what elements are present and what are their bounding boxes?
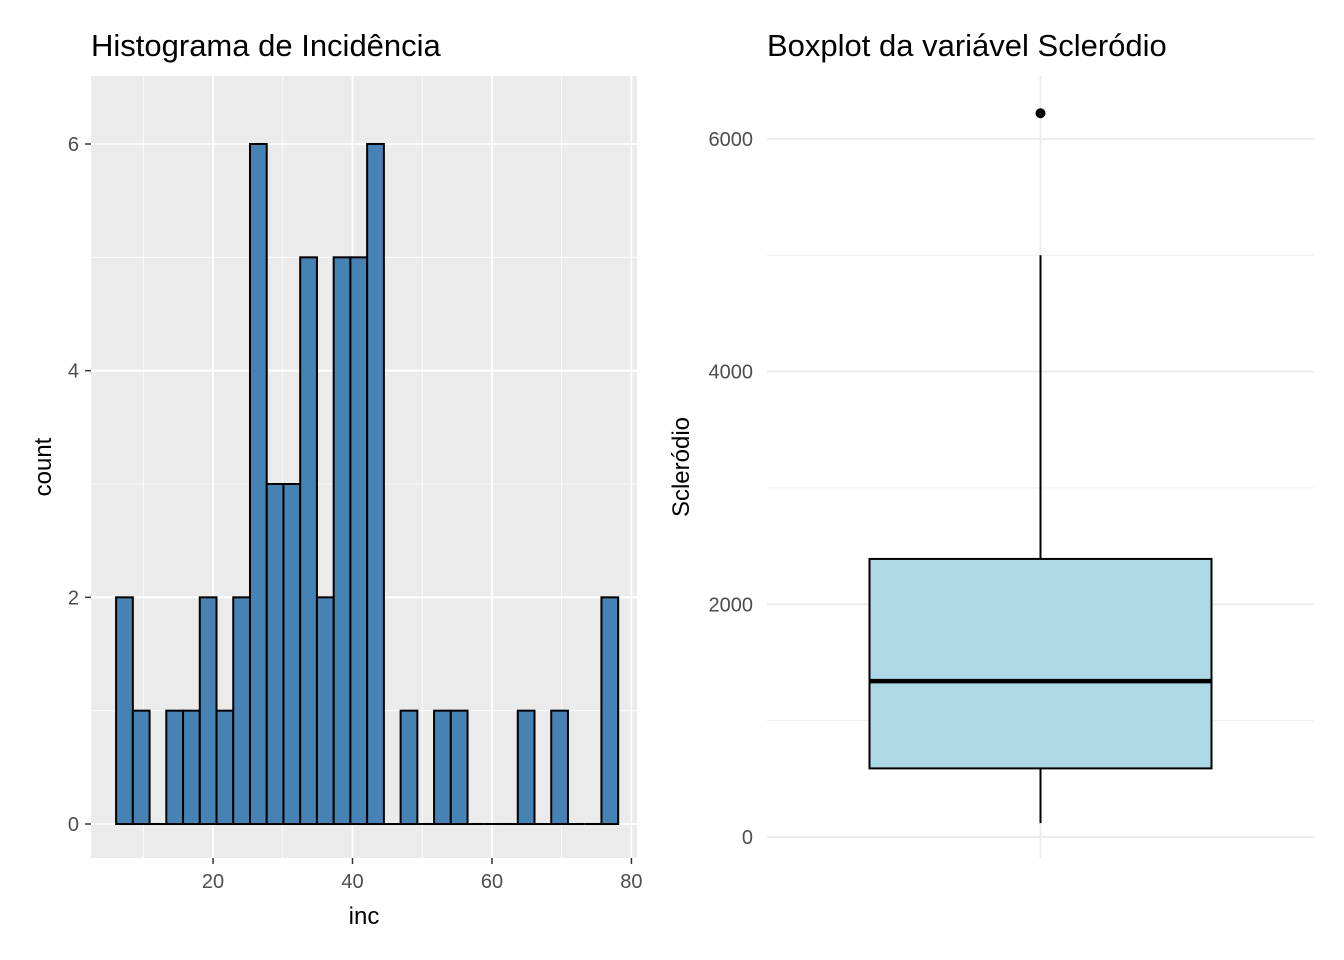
histogram-bar [299, 256, 318, 826]
histogram-bar [600, 596, 620, 825]
y-tick-label: 4 [68, 361, 79, 383]
y-tick-label: 4000 [709, 362, 754, 384]
x-tick-label: 80 [620, 871, 642, 893]
histogram-bar [248, 143, 268, 825]
histogram-bar [349, 256, 369, 826]
histogram-x-axis: 20 40 60 80 [202, 858, 643, 893]
histogram-bar [516, 709, 536, 826]
boxplot-title: Boxplot da variável Scleródio [767, 28, 1167, 63]
y-tick-label: 0 [68, 814, 79, 836]
y-tick-label: 6000 [709, 129, 754, 151]
x-tick-label: 20 [202, 871, 224, 893]
histogram-bars [115, 143, 620, 826]
histogram-bar [198, 596, 218, 825]
histogram-bar [282, 483, 302, 825]
histogram-y-axis-title: count [30, 437, 57, 496]
histogram-y-axis: 0 2 4 6 [68, 134, 91, 836]
x-tick-label: 60 [481, 871, 503, 893]
boxplot-chart: Boxplot da variável Scleródio 0 2000 4000 6… [668, 28, 1314, 858]
histogram-bar [232, 596, 251, 825]
y-tick-label: 2 [68, 587, 79, 609]
histogram-bar [215, 709, 235, 826]
histogram-x-axis-title: inc [349, 903, 380, 930]
histogram-bar [433, 709, 452, 826]
x-tick-label: 40 [341, 871, 363, 893]
boxplot-marks [868, 108, 1213, 824]
iqr-box [868, 557, 1213, 770]
histogram-bar [315, 596, 335, 825]
histogram-bar [366, 143, 385, 825]
histogram-bar [131, 709, 151, 826]
histogram-bar [550, 709, 569, 826]
y-tick-label: 2000 [709, 594, 754, 616]
histogram-bar [165, 709, 185, 826]
outlier-point [1035, 108, 1046, 119]
histogram-bar [182, 709, 201, 826]
boxplot-y-axis: 0 2000 4000 6000 [709, 129, 754, 849]
histogram-title: Histograma de Incidência [91, 28, 442, 63]
histogram-bar [265, 483, 285, 825]
boxplot-y-axis-title: Scleródio [668, 417, 695, 517]
histogram-bar [115, 596, 134, 825]
y-tick-label: 6 [68, 134, 79, 156]
histogram-bar [449, 709, 469, 826]
histogram-bar [399, 709, 419, 826]
y-tick-label: 0 [742, 827, 753, 849]
histogram-bar [332, 256, 352, 826]
histogram-chart: Histograma de Incidência 20 40 60 80 0 2 4 6 i… [30, 28, 643, 930]
